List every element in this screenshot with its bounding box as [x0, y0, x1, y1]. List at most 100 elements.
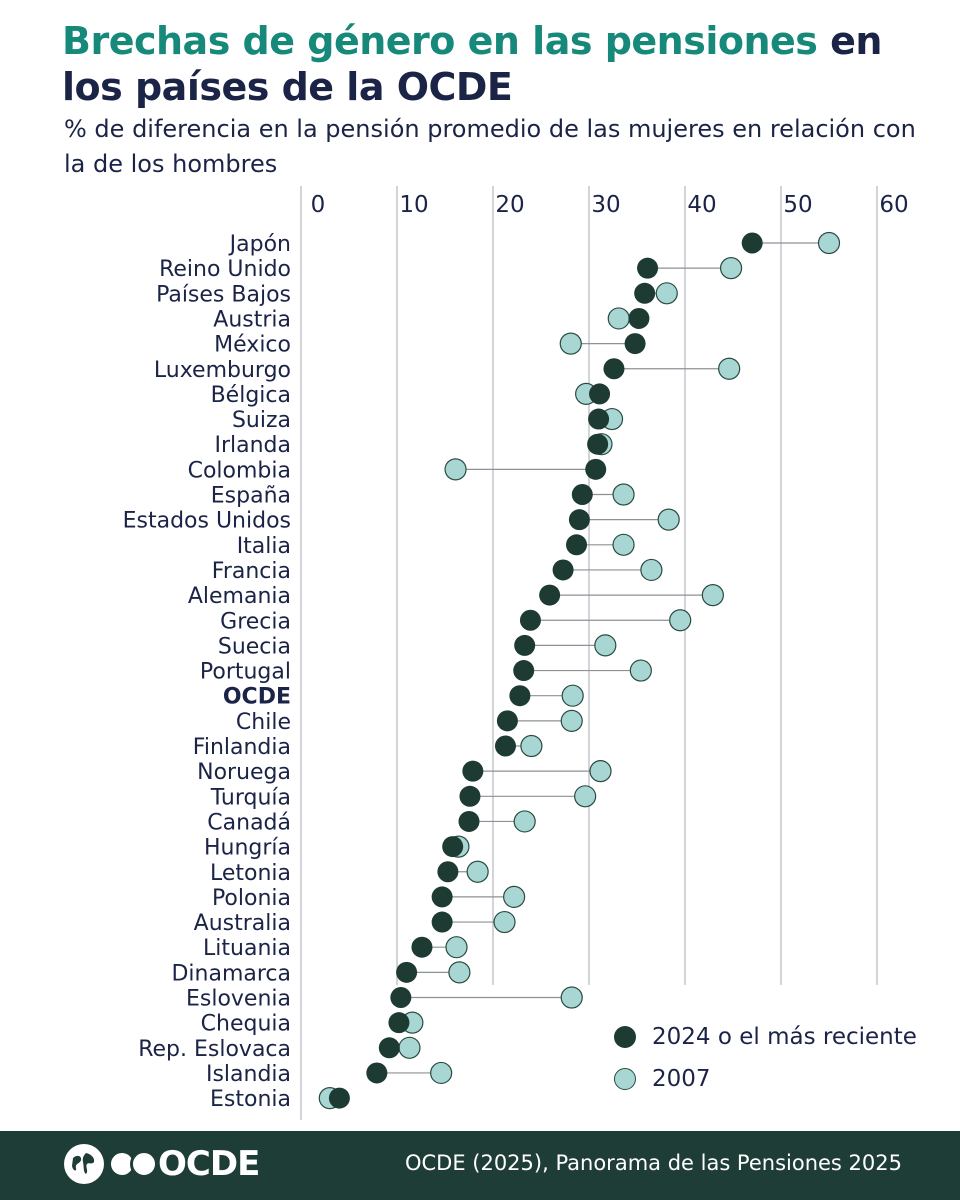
marker-2007	[493, 910, 516, 934]
marker-2007	[669, 609, 692, 632]
marker-2007	[701, 583, 724, 607]
marker-recent	[411, 936, 433, 958]
x-tick-label: 50	[783, 192, 812, 218]
marker-recent	[459, 785, 481, 807]
marker-recent	[628, 307, 650, 329]
category-label: Austria	[213, 307, 291, 332]
category-label: Lituania	[203, 936, 291, 961]
chart-legend: 2024 o el más reciente 2007	[614, 1016, 917, 1100]
category-label: Portugal	[200, 660, 291, 685]
marker-2007	[513, 810, 536, 833]
marker-recent	[431, 911, 453, 933]
x-tick-label: 10	[399, 192, 428, 218]
marker-2007	[719, 257, 743, 280]
legend-item-2007: 2007	[614, 1058, 917, 1100]
x-tick-label: 20	[495, 192, 524, 218]
legend-label-recent: 2024 o el más reciente	[652, 1024, 917, 1050]
marker-2007	[448, 961, 471, 984]
marker-recent	[571, 484, 593, 505]
globe-icon	[64, 1144, 104, 1184]
ocde-logo[interactable]: OCDE	[64, 1144, 260, 1184]
marker-recent	[568, 509, 590, 531]
marker-recent	[552, 559, 574, 581]
marker-recent	[585, 458, 607, 480]
category-label: Estados Unidos	[123, 509, 291, 534]
footer-bar: OCDE OCDE (2025), Panorama de las Pensio…	[0, 1131, 960, 1200]
chart-title-highlight: Brechas de género en las pensiones	[62, 19, 818, 63]
category-label: Australia	[194, 911, 291, 936]
marker-2007	[589, 760, 612, 783]
category-label: Reino Unido	[159, 257, 291, 282]
marker-2007	[640, 558, 663, 582]
category-label: Rep. Eslovaca	[138, 1037, 291, 1062]
marker-recent	[431, 886, 453, 908]
marker-2007	[817, 231, 841, 255]
marker-recent	[390, 987, 412, 1008]
marker-2007	[607, 307, 630, 330]
marker-recent	[442, 836, 464, 858]
marker-2007	[629, 659, 652, 682]
category-label: Alemania	[188, 584, 291, 609]
marker-2007	[520, 734, 543, 758]
marker-2007	[466, 860, 489, 883]
category-label: Grecia	[220, 609, 291, 634]
category-label: Luxemburgo	[154, 358, 291, 383]
marker-2007	[594, 634, 617, 657]
category-label: Chile	[236, 710, 291, 735]
marker-recent	[509, 685, 531, 707]
category-label: Noruega	[197, 760, 291, 785]
marker-recent	[624, 333, 646, 355]
category-label: Suiza	[232, 408, 291, 433]
marker-2007	[574, 785, 597, 808]
logo-ring-icon	[130, 1150, 158, 1178]
category-label: Bélgica	[211, 383, 291, 408]
marker-2007	[559, 332, 582, 355]
marker-2007	[718, 357, 741, 380]
category-label: Países Bajos	[156, 282, 291, 307]
marker-recent	[388, 1012, 410, 1034]
marker-2007	[445, 936, 468, 959]
chart-title-rest: en los países de la OCDE	[62, 19, 882, 109]
source-note: OCDE (2025), Panorama de las Pensiones 2…	[404, 1151, 902, 1175]
category-label: México	[214, 333, 291, 358]
legend-item-recent: 2024 o el más reciente	[614, 1016, 917, 1058]
category-label: Suecia	[218, 634, 291, 659]
marker-2007	[561, 684, 584, 707]
marker-recent	[437, 861, 459, 883]
marker-2007	[560, 709, 583, 732]
category-label: Turquía	[210, 785, 291, 810]
marker-recent	[539, 584, 561, 606]
legend-label-2007: 2007	[652, 1066, 711, 1092]
marker-recent	[514, 634, 536, 656]
category-label: Japón	[228, 232, 291, 257]
marker-recent	[637, 257, 659, 279]
marker-recent	[496, 710, 518, 732]
category-label: Eslovenia	[186, 987, 291, 1012]
marker-recent	[366, 1062, 388, 1084]
marker-recent	[458, 810, 480, 832]
marker-recent	[603, 358, 625, 380]
category-label: Italia	[237, 534, 291, 559]
marker-2007	[657, 508, 680, 531]
marker-recent	[378, 1037, 400, 1059]
category-label: Finlandia	[193, 735, 291, 760]
category-label: Canadá	[207, 810, 291, 835]
logo-text: OCDE	[158, 1144, 260, 1184]
category-label: Estonia	[210, 1087, 291, 1112]
category-label: Irlanda	[214, 433, 291, 458]
chart-subtitle: % de diferencia en la pensión promedio d…	[64, 115, 916, 178]
marker-recent	[462, 760, 484, 782]
x-tick-label: 0	[311, 192, 326, 218]
x-tick-label: 30	[591, 192, 620, 218]
marker-2007	[398, 1036, 421, 1059]
marker-recent	[634, 282, 656, 304]
marker-recent	[328, 1087, 350, 1109]
category-label: Polonia	[212, 886, 291, 911]
marker-2007	[655, 282, 678, 305]
marker-recent	[588, 408, 610, 430]
category-label: OCDE	[223, 685, 291, 710]
category-label: España	[211, 484, 291, 509]
marker-2007	[503, 885, 526, 909]
chart-title: Brechas de género en las pensiones en lo…	[62, 18, 922, 110]
